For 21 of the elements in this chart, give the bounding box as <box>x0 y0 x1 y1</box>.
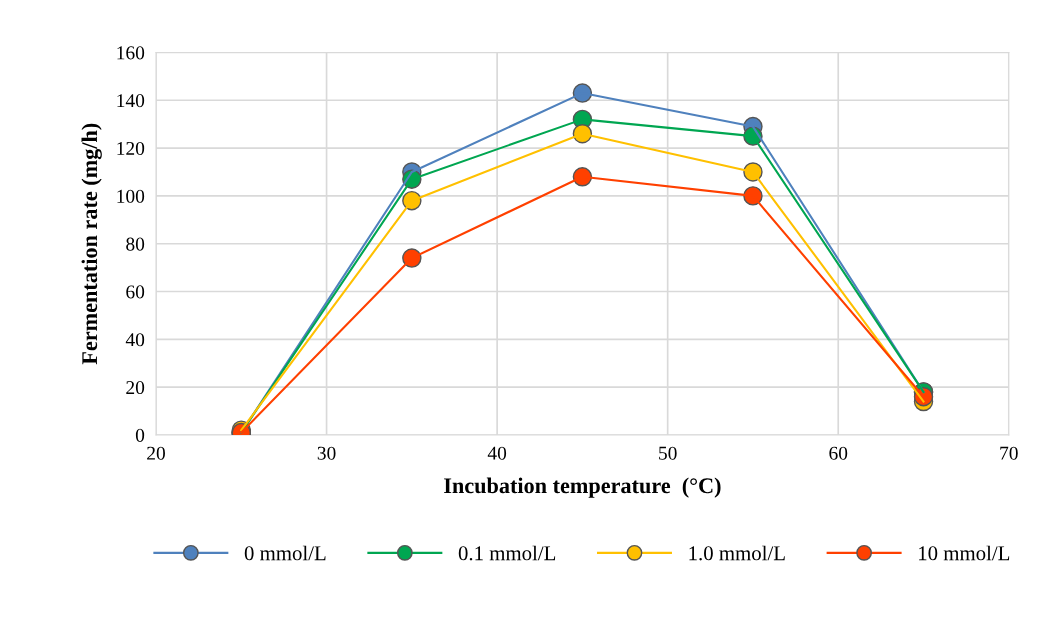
x-tick-label: 30 <box>317 446 336 460</box>
y-tick-label: 160 <box>117 46 145 60</box>
y-tick-label: 140 <box>117 94 145 108</box>
y-tick-label: 20 <box>126 380 145 395</box>
y-tick-label: 60 <box>126 285 145 299</box>
y-axis-title: Fermentation rate (mg/h) <box>81 123 102 365</box>
x-axis-title: Incubation temperature (°C) <box>444 477 721 498</box>
y-tick-label: 40 <box>125 333 145 347</box>
y-tick-label: 120 <box>117 141 145 156</box>
legend-label: 0.1 mmol/L <box>458 545 556 561</box>
x-tick-label: 70 <box>1000 446 1018 460</box>
x-tick-label: 50 <box>659 446 677 460</box>
x-tick-label: 40 <box>487 446 507 460</box>
legend-label: 1.0 mmol/L <box>689 545 785 561</box>
x-tick-label: 20 <box>147 446 165 460</box>
y-tick-label: 0 <box>135 428 145 442</box>
y-tick-label: 80 <box>126 237 145 251</box>
legend-label: 10 mmol/L <box>919 545 1010 561</box>
legend-label: 0 mmol/L <box>244 545 326 561</box>
x-tick-label: 60 <box>829 446 848 460</box>
y-tick-label: 100 <box>117 189 145 203</box>
